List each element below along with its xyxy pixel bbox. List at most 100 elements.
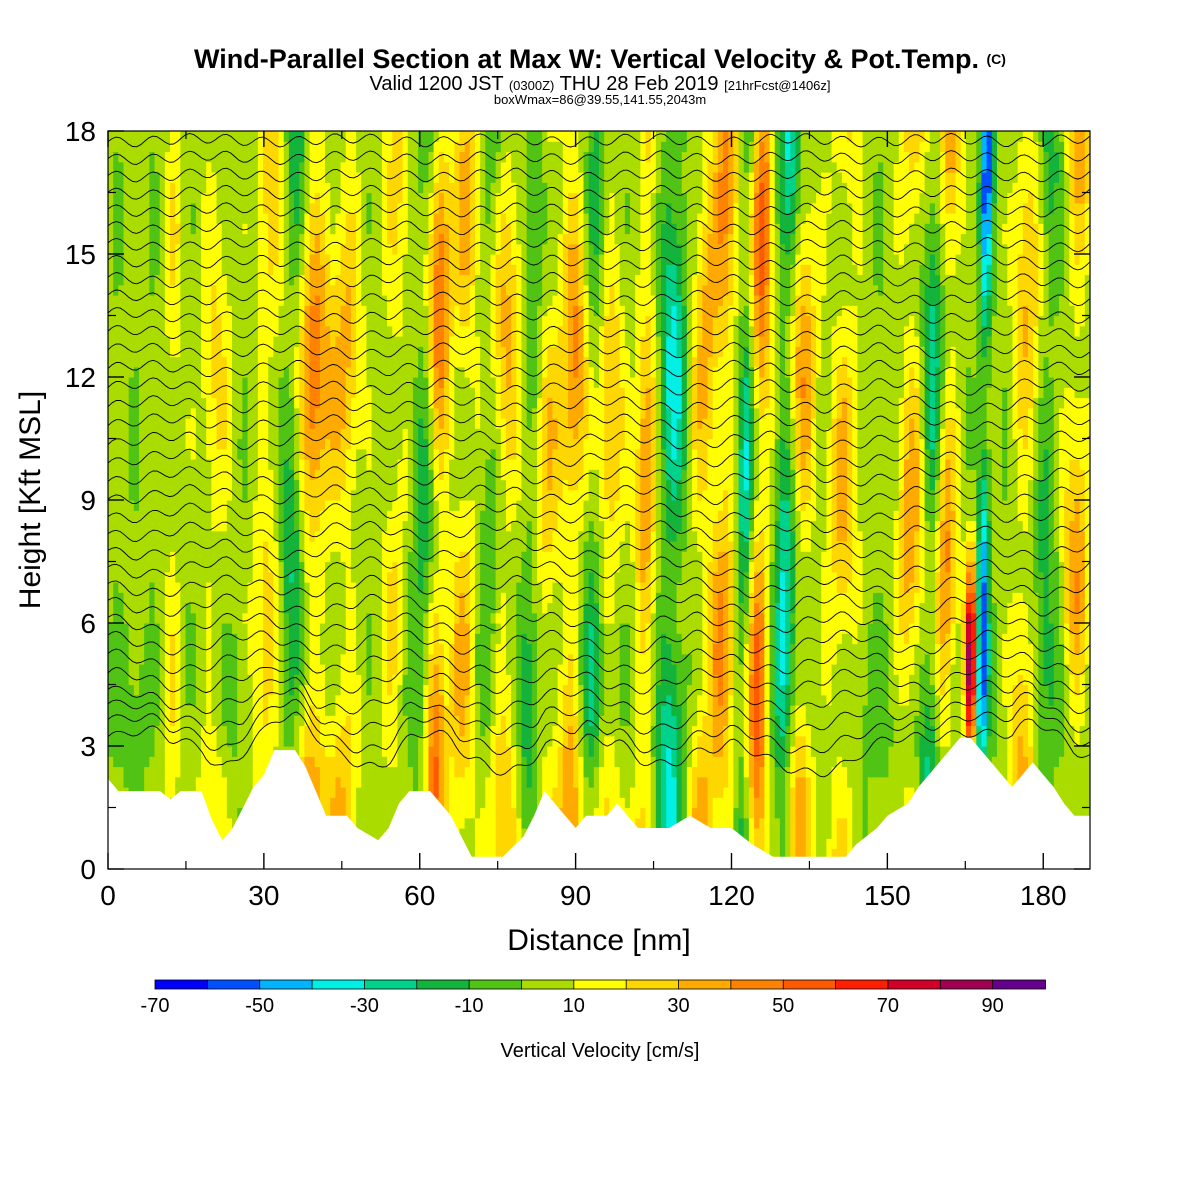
velocity-cell bbox=[221, 541, 228, 552]
velocity-cell bbox=[423, 623, 430, 634]
velocity-cell bbox=[159, 530, 166, 542]
velocity-cell bbox=[113, 653, 119, 665]
velocity-cell bbox=[397, 366, 404, 378]
velocity-cell bbox=[283, 694, 290, 706]
velocity-cell bbox=[402, 295, 409, 306]
velocity-cell bbox=[325, 541, 331, 552]
velocity-cell bbox=[438, 274, 445, 286]
velocity-cell bbox=[123, 428, 130, 440]
velocity-cell bbox=[257, 213, 264, 224]
velocity-cell bbox=[108, 428, 114, 440]
velocity-cell bbox=[340, 469, 347, 481]
velocity-cell bbox=[438, 346, 445, 358]
velocity-cell bbox=[195, 438, 202, 450]
velocity-cell bbox=[252, 407, 259, 419]
velocity-cell bbox=[185, 387, 192, 399]
velocity-cell bbox=[325, 151, 331, 163]
velocity-cell bbox=[288, 561, 295, 573]
velocity-cell bbox=[201, 438, 207, 450]
velocity-cell bbox=[232, 305, 238, 317]
velocity-cell bbox=[247, 653, 254, 665]
velocity-cell bbox=[247, 694, 254, 706]
velocity-cell bbox=[319, 428, 326, 440]
velocity-cell bbox=[418, 715, 424, 727]
velocity-cell bbox=[423, 233, 430, 245]
velocity-cell bbox=[170, 284, 176, 296]
velocity-cell bbox=[361, 336, 368, 347]
velocity-cell bbox=[443, 418, 450, 429]
velocity-cell bbox=[237, 797, 243, 809]
velocity-cell bbox=[226, 623, 233, 634]
velocity-cell bbox=[190, 582, 197, 593]
velocity-cell bbox=[247, 254, 254, 265]
velocity-cell bbox=[159, 459, 166, 470]
velocity-cell bbox=[350, 787, 357, 798]
velocity-cell bbox=[175, 315, 181, 327]
velocity-cell bbox=[366, 500, 373, 511]
velocity-cell bbox=[412, 653, 419, 665]
velocity-cell bbox=[118, 295, 125, 306]
velocity-cell bbox=[268, 377, 274, 388]
velocity-cell bbox=[381, 407, 388, 419]
velocity-cell bbox=[299, 192, 305, 204]
velocity-cell bbox=[170, 243, 176, 255]
velocity-cell bbox=[128, 182, 135, 194]
velocity-cell bbox=[412, 356, 419, 368]
velocity-cell bbox=[428, 746, 435, 757]
velocity-cell bbox=[252, 582, 259, 593]
velocity-cell bbox=[226, 223, 233, 235]
velocity-cell bbox=[108, 612, 114, 624]
velocity-cell bbox=[454, 766, 461, 778]
velocity-cell bbox=[206, 418, 212, 429]
velocity-cell bbox=[345, 377, 352, 388]
velocity-cell bbox=[123, 397, 130, 409]
velocity-cell bbox=[381, 684, 388, 696]
velocity-cell bbox=[443, 377, 450, 388]
velocity-cell bbox=[464, 715, 471, 727]
velocity-cell bbox=[397, 243, 404, 255]
velocity-cell bbox=[454, 582, 461, 593]
velocity-cell bbox=[350, 141, 357, 153]
velocity-cell bbox=[433, 305, 440, 317]
velocity-cell bbox=[113, 469, 119, 481]
velocity-cell bbox=[263, 407, 269, 419]
velocity-cell bbox=[185, 233, 192, 245]
velocity-cell bbox=[195, 356, 202, 368]
velocity-cell bbox=[345, 807, 352, 819]
velocity-cell bbox=[190, 664, 197, 675]
velocity-cell bbox=[180, 735, 187, 747]
velocity-cell bbox=[170, 305, 176, 317]
velocity-cell bbox=[232, 284, 238, 296]
velocity-cell bbox=[108, 633, 114, 645]
velocity-cell bbox=[340, 633, 347, 645]
velocity-cell bbox=[309, 694, 316, 706]
velocity-cell bbox=[133, 172, 140, 183]
velocity-cell bbox=[185, 356, 192, 368]
velocity-cell bbox=[345, 438, 352, 450]
velocity-cell bbox=[149, 407, 156, 419]
velocity-cell bbox=[438, 582, 445, 593]
velocity-cell bbox=[361, 715, 368, 727]
velocity-cell bbox=[376, 151, 383, 163]
velocity-cell bbox=[319, 530, 326, 542]
subtitle-valid: Valid 1200 JST bbox=[369, 73, 504, 95]
velocity-cell bbox=[345, 705, 352, 716]
velocity-cell bbox=[226, 295, 233, 306]
velocity-cell bbox=[149, 387, 156, 399]
velocity-cell bbox=[309, 428, 316, 440]
velocity-cell bbox=[252, 254, 259, 265]
velocity-cell bbox=[433, 346, 440, 358]
velocity-cell bbox=[190, 161, 197, 173]
velocity-cell bbox=[190, 243, 197, 255]
velocity-cell bbox=[170, 633, 176, 645]
velocity-cell bbox=[180, 223, 187, 235]
velocity-cell bbox=[299, 715, 305, 727]
velocity-cell bbox=[392, 264, 399, 276]
velocity-cell bbox=[216, 172, 223, 183]
velocity-cell bbox=[366, 797, 373, 809]
velocity-cell bbox=[242, 223, 249, 235]
velocity-cell bbox=[412, 551, 419, 563]
velocity-cell bbox=[268, 233, 274, 245]
velocity-cell bbox=[449, 131, 455, 142]
velocity-cell bbox=[201, 489, 207, 501]
